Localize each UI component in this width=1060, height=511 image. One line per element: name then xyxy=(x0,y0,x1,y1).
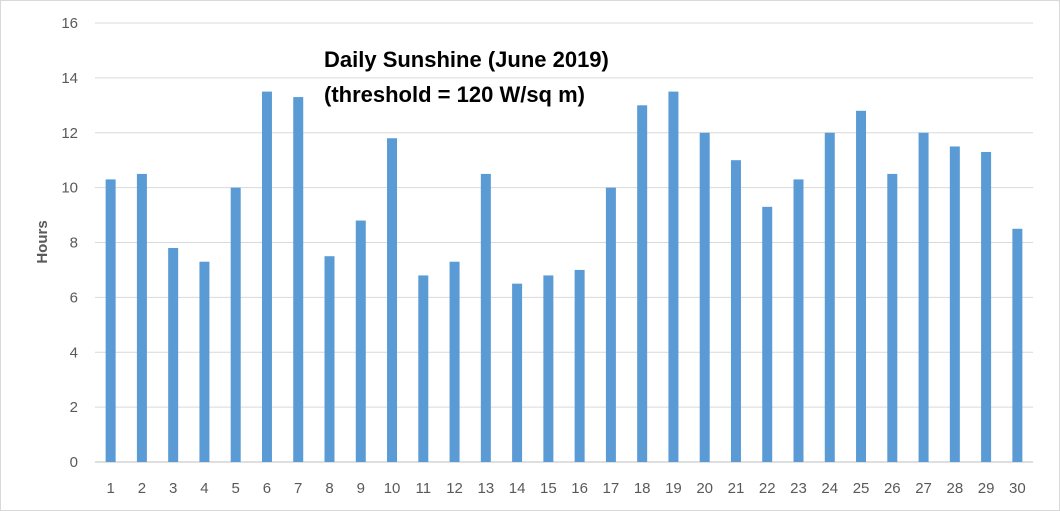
y-tick-label: 10 xyxy=(61,180,78,197)
chart-title-line-2: (threshold = 120 W/sq m) xyxy=(324,82,585,107)
x-tick-label: 7 xyxy=(294,480,302,497)
y-tick-label: 8 xyxy=(70,235,78,252)
x-tick-label: 12 xyxy=(446,480,463,497)
x-tick-label: 6 xyxy=(263,480,271,497)
x-tick-label: 15 xyxy=(540,480,557,497)
bar-day-19 xyxy=(668,91,679,462)
bar-day-20 xyxy=(699,132,710,462)
gridlines xyxy=(95,22,1033,463)
x-tick-label: 23 xyxy=(790,480,807,497)
bar-day-15 xyxy=(543,275,554,462)
bar-day-11 xyxy=(418,275,429,462)
y-tick-label: 6 xyxy=(70,289,78,306)
bar-day-24 xyxy=(824,132,835,462)
bar-day-14 xyxy=(512,283,523,462)
bar-day-17 xyxy=(605,187,616,462)
x-tick-label: 9 xyxy=(357,480,365,497)
bar-day-10 xyxy=(387,138,398,463)
bars xyxy=(105,91,1023,463)
x-tick-label: 28 xyxy=(946,480,963,497)
bar-day-29 xyxy=(981,151,992,463)
x-tick-label: 24 xyxy=(821,480,838,497)
x-tick-label: 21 xyxy=(728,480,745,497)
x-tick-label: 20 xyxy=(696,480,713,497)
y-tick-label: 14 xyxy=(61,70,78,87)
x-tick-label: 11 xyxy=(416,480,432,497)
y-tick-label: 16 xyxy=(61,15,78,32)
x-tick-label: 19 xyxy=(665,480,682,497)
bar-day-12 xyxy=(449,261,460,462)
bar-day-13 xyxy=(480,173,491,462)
bar-day-4 xyxy=(199,261,210,462)
x-tick-label: 26 xyxy=(884,480,901,497)
bar-day-26 xyxy=(887,173,898,462)
bar-day-16 xyxy=(574,269,585,462)
x-tick-label: 16 xyxy=(571,480,588,497)
x-tick-label: 22 xyxy=(759,480,776,497)
chart-title-line-1: Daily Sunshine (June 2019) xyxy=(324,47,609,72)
bar-day-1 xyxy=(105,179,116,463)
y-axis-label: Hours xyxy=(34,220,51,263)
bar-day-30 xyxy=(1012,228,1023,462)
x-tick-labels: 1 2 3 4 5 6 7 8 9 10 11 12 13 14 15 16 17 18 19 20 21 22 23 24 2… xyxy=(106,480,1025,497)
y-tick-labels: 0 2 4 6 8 10 12 14 16 xyxy=(61,15,78,471)
bar-day-28 xyxy=(949,146,960,462)
bar-day-8 xyxy=(324,256,335,462)
x-tick-label: 1 xyxy=(106,480,114,497)
x-tick-label: 17 xyxy=(603,480,620,497)
bar-day-9 xyxy=(355,220,366,462)
bar-day-21 xyxy=(730,160,741,462)
bar-day-3 xyxy=(168,247,179,462)
bar-day-5 xyxy=(230,187,241,462)
bar-day-25 xyxy=(856,110,867,463)
bar-day-7 xyxy=(293,97,304,463)
x-tick-label: 14 xyxy=(509,480,526,497)
bar-day-23 xyxy=(793,179,804,463)
x-tick-label: 27 xyxy=(915,480,932,497)
x-tick-label: 13 xyxy=(477,480,494,497)
x-tick-label: 18 xyxy=(634,480,651,497)
x-tick-label: 25 xyxy=(853,480,870,497)
y-tick-label: 0 xyxy=(70,454,78,471)
x-tick-label: 2 xyxy=(138,480,146,497)
x-tick-label: 10 xyxy=(384,480,401,497)
x-tick-label: 8 xyxy=(325,480,333,497)
x-tick-label: 30 xyxy=(1009,480,1026,497)
x-tick-label: 3 xyxy=(169,480,177,497)
y-tick-label: 4 xyxy=(70,344,78,361)
y-tick-label: 2 xyxy=(70,399,78,416)
bar-day-6 xyxy=(261,91,272,462)
x-tick-label: 29 xyxy=(978,480,995,497)
x-tick-label: 4 xyxy=(200,480,208,497)
x-tick-label: 5 xyxy=(232,480,240,497)
bar-day-18 xyxy=(637,105,648,462)
bar-day-22 xyxy=(762,206,773,462)
y-tick-label: 12 xyxy=(61,125,78,142)
bar-day-2 xyxy=(136,173,147,462)
bar-day-27 xyxy=(918,132,929,462)
